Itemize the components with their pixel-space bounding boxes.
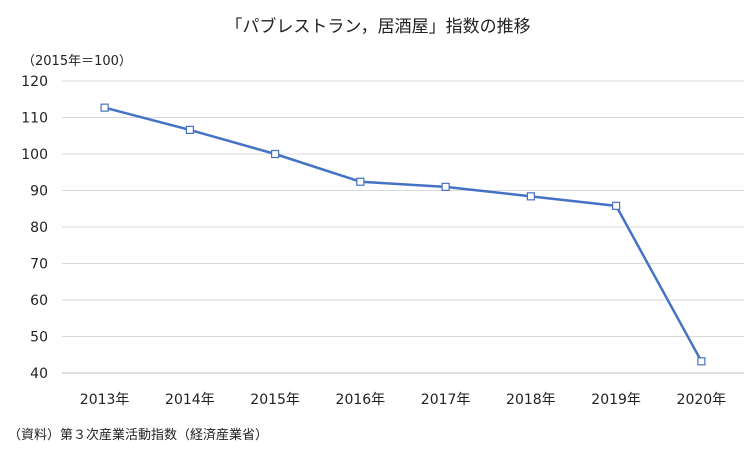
x-tick-label: 2015年	[250, 392, 300, 408]
y-tick-label: 90	[30, 184, 48, 200]
y-tick-label: 70	[30, 257, 48, 273]
data-point	[185, 125, 194, 135]
source-note: （資料）第３次産業活動指数（経済産業省）	[8, 428, 269, 443]
data-point	[441, 182, 450, 191]
x-tick-label: 2020年	[677, 392, 727, 408]
data-point	[697, 357, 706, 366]
y-tick-label: 110	[21, 111, 48, 127]
data-point	[100, 103, 109, 112]
data-point	[271, 149, 280, 159]
y-tick-label: 100	[21, 147, 48, 163]
x-tick-label: 2019年	[591, 392, 641, 408]
y-tick-label: 50	[30, 330, 48, 346]
data-point	[526, 192, 535, 201]
data-point	[612, 201, 621, 210]
chart-title: 「パブレストラン，居酒屋」指数の推移	[225, 17, 531, 37]
x-tick-label: 2013年	[80, 392, 130, 408]
data-point	[356, 177, 365, 186]
y-tick-label: 40	[30, 366, 48, 382]
y-axis-unit-label: （2015年＝100）	[22, 54, 132, 69]
y-tick-label: 60	[30, 293, 48, 309]
y-tick-label: 120	[21, 74, 48, 90]
x-tick-label: 2016年	[336, 392, 386, 408]
x-tick-label: 2018年	[506, 392, 556, 408]
x-tick-label: 2017年	[421, 392, 471, 408]
series-line	[104, 106, 703, 362]
x-tick-label: 2014年	[165, 392, 215, 408]
y-tick-label: 80	[30, 220, 48, 236]
